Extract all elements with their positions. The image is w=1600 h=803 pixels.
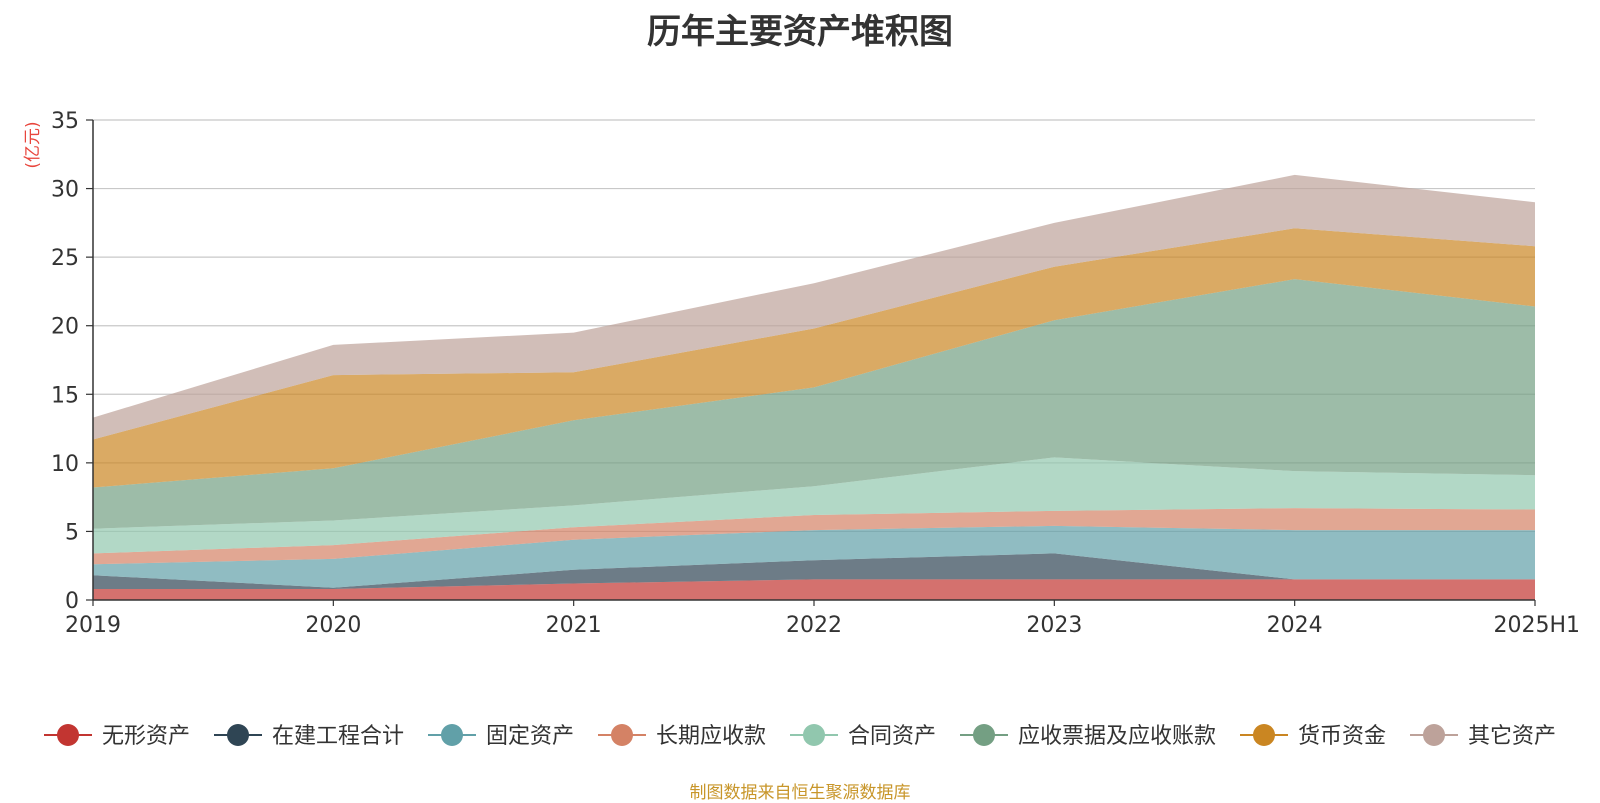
legend-item-5[interactable]: 应收票据及应收账款 <box>960 724 1216 749</box>
legend-label: 固定资产 <box>486 724 574 749</box>
source-note: 制图数据来自恒生聚源数据库 <box>689 783 911 803</box>
legend-item-1[interactable]: 在建工程合计 <box>214 724 404 749</box>
legend-item-4[interactable]: 合同资产 <box>790 724 936 749</box>
x-tick-label: 2024 <box>1267 613 1323 638</box>
legend-marker-icon <box>611 724 633 746</box>
y-axis-label: (亿元) <box>23 121 43 168</box>
x-tick-label: 2025H1 <box>1493 613 1580 638</box>
legend-marker-icon <box>57 724 79 746</box>
area-series-1 <box>93 553 1535 589</box>
x-tick-label: 2023 <box>1026 613 1082 638</box>
y-tick-label: 35 <box>51 109 79 134</box>
legend-label: 在建工程合计 <box>272 724 404 749</box>
chart-title: 历年主要资产堆积图 <box>647 12 953 52</box>
area-series-2 <box>93 525 1535 588</box>
legend[interactable]: 无形资产 在建工程合计 固定资产 长期应收款 合同资产 应收票据及应收账款 货币资金 其它资产 <box>44 724 1556 749</box>
legend-marker-icon <box>227 724 249 746</box>
y-tick-label: 10 <box>51 452 79 477</box>
legend-label: 长期应收款 <box>656 724 766 749</box>
x-tick-label: 2020 <box>305 613 361 638</box>
legend-marker-icon <box>1253 724 1275 746</box>
area-series <box>93 174 1535 600</box>
y-tick-label: 25 <box>51 246 79 271</box>
x-tick-label: 2022 <box>786 613 842 638</box>
y-tick-label: 30 <box>51 178 79 203</box>
legend-item-3[interactable]: 长期应收款 <box>598 724 766 749</box>
legend-label: 其它资产 <box>1468 724 1556 749</box>
area-series-7 <box>93 174 1535 440</box>
area-series-6 <box>93 228 1535 488</box>
legend-marker-icon <box>803 724 825 746</box>
y-tick-label: 0 <box>65 589 79 614</box>
x-tick-label: 2019 <box>65 613 121 638</box>
axes: 0 5 10 15 20 25 30 35 2019 2020 2021 2022 2023 2024 20… <box>23 109 1580 638</box>
legend-item-6[interactable]: 货币资金 <box>1240 724 1386 749</box>
legend-label: 无形资产 <box>102 724 190 749</box>
legend-marker-icon <box>441 724 463 746</box>
legend-label: 应收票据及应收账款 <box>1018 724 1216 749</box>
x-tick-label: 2021 <box>546 613 602 638</box>
area-series-0 <box>93 579 1535 600</box>
legend-marker-icon <box>973 724 995 746</box>
legend-item-0[interactable]: 无形资产 <box>44 724 190 749</box>
legend-label: 合同资产 <box>848 724 936 749</box>
area-series-3 <box>93 508 1535 565</box>
legend-label: 货币资金 <box>1298 724 1386 749</box>
area-series-4 <box>93 457 1535 554</box>
area-series-5 <box>93 279 1535 529</box>
legend-item-7[interactable]: 其它资产 <box>1410 724 1556 749</box>
y-tick-label: 5 <box>65 520 79 545</box>
y-tick-label: 15 <box>51 383 79 408</box>
y-tick-label: 20 <box>51 315 79 340</box>
legend-item-2[interactable]: 固定资产 <box>428 724 574 749</box>
legend-marker-icon <box>1423 724 1445 746</box>
